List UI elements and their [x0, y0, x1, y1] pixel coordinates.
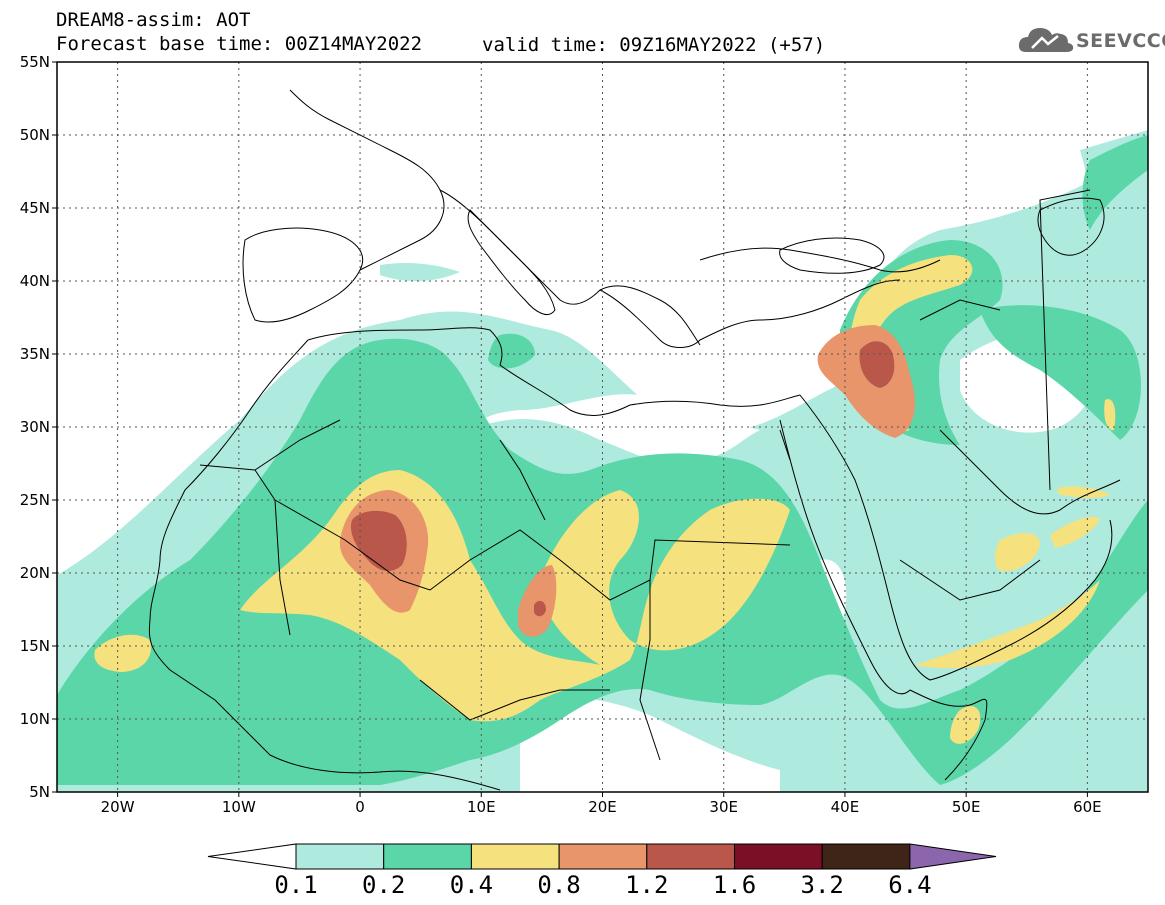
colorbar-label: 3.2: [801, 871, 844, 899]
lon-tick-label: 20E: [588, 798, 617, 816]
map-title: DREAM8-assim: AOT: [56, 9, 251, 31]
lon-tick-label: 50E: [952, 798, 981, 816]
lon-tick-label: 30E: [709, 798, 738, 816]
axis-ticks: 55N 50N 45N 40N 35N 30N 25N 20N 15N 10N 5N 20W 10W 0 1…: [20, 53, 1102, 816]
lat-tick-label: 50N: [20, 126, 50, 144]
lat-tick-label: 40N: [20, 272, 50, 290]
colorbar-label: 0.8: [537, 871, 580, 899]
lon-tick-label: 20W: [101, 798, 135, 816]
colorbar-segment: [295, 843, 385, 870]
colorbar-label: 6.4: [888, 871, 931, 899]
colorbar-segment: [383, 843, 472, 870]
lat-tick-label: 10N: [20, 710, 50, 728]
colorbar-label: 0.4: [450, 871, 493, 899]
lat-tick-label: 15N: [20, 637, 50, 655]
colorbar: 0.1 0.2 0.4 0.8 1.2 1.6 3.2 6.4: [207, 843, 997, 899]
colorbar-label: 1.2: [625, 871, 668, 899]
lat-tick-label: 25N: [20, 491, 50, 509]
colorbar-segment: [734, 843, 823, 870]
colorbar-segment: [821, 843, 911, 870]
map-gridlines: [57, 62, 1148, 792]
lon-tick-label: 10E: [467, 798, 496, 816]
cloud-logo-icon: [1018, 28, 1074, 52]
lon-tick-label: 40E: [831, 798, 860, 816]
lon-tick-label: 10W: [222, 798, 256, 816]
valid-time: valid time: 09Z16MAY2022 (+57): [482, 34, 826, 56]
colorbar-label: 1.6: [713, 871, 756, 899]
lat-tick-label: 5N: [29, 783, 50, 801]
colorbar-segment: [558, 843, 648, 870]
colorbar-high-extension: [909, 843, 997, 870]
coastlines: [148, 89, 1121, 791]
colorbar-low-extension: [207, 843, 297, 870]
lon-tick-label: 60E: [1073, 798, 1102, 816]
lat-tick-label: 45N: [20, 199, 50, 217]
colorbar-segment: [470, 843, 560, 870]
colorbar-segment: [646, 843, 735, 870]
lat-tick-label: 35N: [20, 345, 50, 363]
seevccc-logo: SEEVCCC: [1018, 24, 1165, 56]
lat-tick-label: 55N: [20, 53, 50, 71]
forecast-base-time: Forecast base time: 00Z14MAY2022: [56, 33, 423, 55]
lon-tick-label: 0: [355, 798, 365, 816]
colorbar-label: 0.1: [274, 871, 317, 899]
colorbar-label: 0.2: [362, 871, 405, 899]
lat-tick-label: 30N: [20, 418, 50, 436]
lat-tick-label: 20N: [20, 564, 50, 582]
